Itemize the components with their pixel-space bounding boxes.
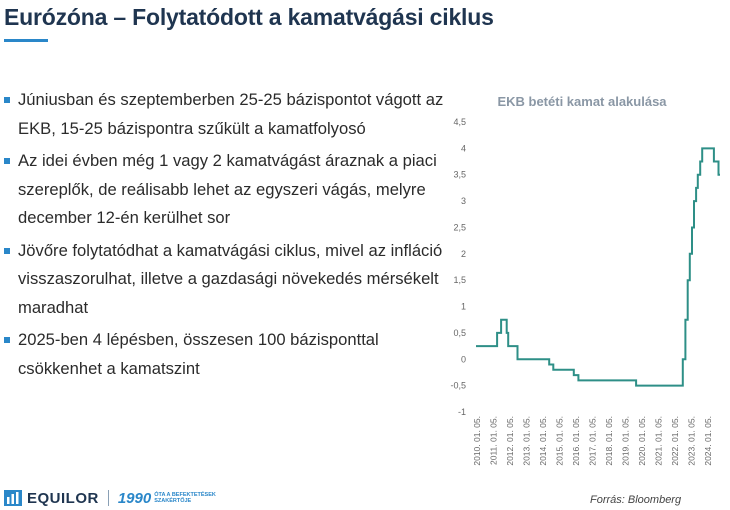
logo-separator — [107, 490, 109, 506]
bullet-item: 2025-ben 4 lépésben, összesen 100 bázisp… — [4, 326, 444, 383]
x-tick-label: 2020. 01. 05. — [637, 416, 647, 466]
source-note: Forrás: Bloomberg — [590, 494, 682, 506]
y-tick-label: 1 — [461, 302, 466, 312]
bullet-list: Júniusban és szeptemberben 25-25 bázispo… — [4, 86, 444, 387]
y-tick-label: 0 — [461, 354, 466, 364]
x-tick-label: 2017. 01. 05. — [587, 416, 597, 466]
y-tick-label: 3 — [461, 196, 466, 206]
y-tick-label: 4,5 — [453, 117, 466, 127]
chart-title: EKB betéti kamat alakulása — [497, 94, 667, 109]
bullet-square-icon — [4, 337, 10, 343]
rate-chart-svg: EKB betéti kamat alakulása 4,5 4 3,5 3 2,5 2 1… — [450, 94, 720, 466]
logo-tagline: óta a befektetések szakértője — [154, 492, 216, 504]
bullet-item: Júniusban és szeptemberben 25-25 bázispo… — [4, 86, 444, 143]
logo-text: EQUILOR — [27, 489, 99, 507]
y-tick-label: 0,5 — [453, 328, 466, 338]
bullet-item: Jövőre folytatódhat a kamatvágási ciklus… — [4, 237, 444, 323]
bullet-item: Az idei évben még 1 vagy 2 kamatvágást á… — [4, 147, 444, 233]
x-tick-label: 2023. 01. 05. — [686, 416, 696, 466]
y-tick-label: -0,5 — [450, 381, 466, 391]
bullet-square-icon — [4, 97, 10, 103]
x-tick-label: 2021. 01. 05. — [653, 416, 663, 466]
y-tick-label: 3,5 — [453, 170, 466, 180]
y-tick-label: -1 — [458, 407, 466, 417]
y-tick-label: 1,5 — [453, 275, 466, 285]
y-tick-label: 2 — [461, 249, 466, 259]
x-tick-label: 2024. 01. 05. — [703, 416, 713, 466]
bullet-square-icon — [4, 158, 10, 164]
rate-chart: EKB betéti kamat alakulása 4,5 4 3,5 3 2,5 2 1… — [440, 88, 730, 468]
x-tick-label: 2011. 01. 05. — [488, 416, 498, 465]
series-line-ekb — [476, 147, 720, 387]
x-tick-label: 2019. 01. 05. — [620, 416, 630, 466]
bullet-text: Az idei évben még 1 vagy 2 kamatvágást á… — [18, 151, 437, 227]
bullet-text: 2025-ben 4 lépésben, összesen 100 bázisp… — [18, 330, 379, 378]
x-tick-label: 2016. 01. 05. — [571, 416, 581, 466]
x-tick-label: 2018. 01. 05. — [604, 416, 614, 466]
x-tick-label: 2015. 01. 05. — [554, 416, 564, 466]
bullet-text: Jövőre folytatódhat a kamatvágási ciklus… — [18, 240, 443, 317]
logo-year: 1990 — [117, 489, 152, 507]
y-tick-label: 2,5 — [453, 222, 466, 232]
x-tick-label: 2010. 01. 05. — [472, 416, 482, 466]
page-title: Eurózóna – Folytatódott a kamatvágási ci… — [4, 4, 494, 30]
equilor-logo: EQUILOR 1990 óta a befektetések szakértő… — [4, 489, 224, 507]
title-underline — [4, 39, 48, 42]
bullet-text: Júniusban és szeptemberben 25-25 bázispo… — [18, 90, 444, 138]
x-tick-label: 2022. 01. 05. — [670, 416, 680, 466]
x-tick-label: 2012. 01. 05. — [505, 416, 515, 466]
bullet-square-icon — [4, 247, 10, 254]
logo-bars-icon — [4, 490, 22, 506]
x-tick-label: 2014. 01. 05. — [538, 416, 548, 466]
x-tick-label: 2013. 01. 05. — [521, 416, 531, 466]
y-tick-label: 4 — [461, 143, 466, 153]
